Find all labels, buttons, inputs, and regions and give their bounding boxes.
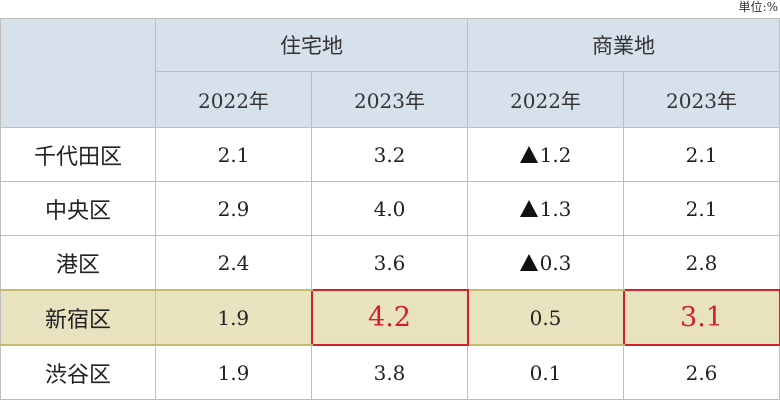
header-year-commercial-2023: 2023年: [623, 71, 780, 128]
ward-name: 新宿区: [0, 289, 156, 346]
commercial-2023-value: 2.6: [623, 344, 780, 400]
residential-2023-value: 3.2: [311, 127, 468, 182]
header-corner-cell: [0, 18, 156, 128]
header-commercial: 商業地: [467, 18, 780, 72]
residential-2023-value: 3.6: [311, 235, 468, 291]
residential-2022-value: 2.4: [155, 235, 312, 291]
table-row: 千代田区 2.1 3.2 1.2 2.1: [0, 127, 780, 182]
ward-name: 中央区: [0, 181, 156, 236]
residential-2023-value-emphasized: 4.2: [310, 289, 469, 346]
ward-name: 港区: [0, 235, 156, 291]
commercial-2022-cell: 0.3: [467, 235, 624, 291]
table-row: 中央区 2.9 4.0 1.3 2.1: [0, 181, 780, 236]
commercial-2022-cell: 1.2: [467, 127, 624, 182]
commercial-2023-value: 2.1: [623, 127, 780, 182]
header-group-row: 住宅地 商業地: [0, 18, 780, 128]
table-row: 港区 2.4 3.6 0.3 2.8: [0, 235, 780, 291]
commercial-2022-value: 0.3: [539, 250, 572, 275]
residential-2022-value: 2.9: [155, 181, 312, 236]
header-year-residential-2023: 2023年: [311, 71, 468, 128]
commercial-2023-value: 2.8: [623, 235, 780, 291]
commercial-2022-cell: 1.3: [467, 181, 624, 236]
header-year-row: 2022年 2023年 2022年 2023年: [1, 71, 780, 128]
ward-name: 渋谷区: [0, 344, 156, 400]
header-year-commercial-2022: 2022年: [467, 71, 624, 128]
commercial-2023-value-emphasized: 3.1: [622, 289, 780, 346]
commercial-2022-value: 0.1: [467, 344, 624, 400]
header-residential: 住宅地: [155, 18, 468, 72]
commercial-2022-value: 0.5: [467, 289, 624, 346]
table-row-highlighted: 新宿区 1.9 4.2 0.5 3.1: [0, 289, 780, 346]
black-up-triangle-icon: [519, 199, 538, 217]
residential-2022-value: 1.9: [155, 289, 312, 346]
unit-label: 単位:%: [738, 0, 778, 14]
black-up-triangle-icon: [519, 145, 538, 163]
commercial-2022-value: 1.2: [539, 142, 572, 167]
residential-2022-value: 1.9: [155, 344, 312, 400]
land-price-change-table: 住宅地 商業地 2022年 2023年 2022年 2023年 千代田区 2.1…: [0, 18, 780, 400]
residential-2022-value: 2.1: [155, 127, 312, 182]
residential-2023-value: 3.8: [311, 344, 468, 400]
ward-name: 千代田区: [0, 127, 156, 182]
header-year-residential-2022: 2022年: [155, 71, 312, 128]
residential-2023-value: 4.0: [311, 181, 468, 236]
commercial-2023-value: 2.1: [623, 181, 780, 236]
table-row: 渋谷区 1.9 3.8 0.1 2.6: [0, 344, 780, 400]
commercial-2022-value: 1.3: [539, 196, 572, 221]
black-up-triangle-icon: [519, 253, 538, 271]
